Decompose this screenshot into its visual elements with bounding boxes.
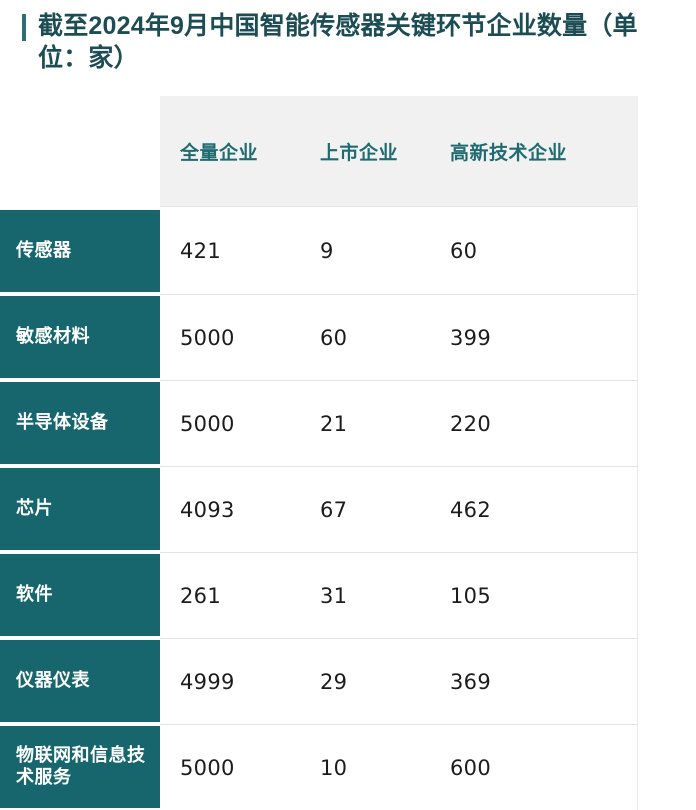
column-header-hightech-enterprises: 高新技术企业 [450, 142, 568, 164]
cell-hightech: 60 [450, 239, 478, 263]
table-row: 仪器仪表 4999 29 369 [0, 638, 696, 724]
row-label-software: 软件 [0, 554, 160, 636]
page-title: 截至2024年9月中国智能传感器关键环节企业数量（单位：家） [0, 0, 696, 96]
cell-hightech: 105 [450, 583, 491, 608]
cell-listed: 60 [320, 325, 348, 350]
cell-hightech: 220 [450, 411, 491, 436]
table-row: 传感器 421 9 60 [0, 208, 696, 294]
cell-listed: 10 [320, 755, 348, 780]
table-row: 半导体设备 5000 21 220 [0, 380, 696, 466]
row-label-iot-it-services: 物联网和信息技术服务 [0, 726, 160, 808]
cell-listed: 21 [320, 411, 348, 436]
row-values: 5000 21 220 [160, 380, 638, 466]
row-label-semiconductor-equipment: 半导体设备 [0, 382, 160, 464]
table-row: 软件 261 31 105 [0, 552, 696, 638]
cell-listed: 29 [320, 669, 348, 694]
cell-hightech: 462 [450, 497, 491, 522]
row-values: 5000 60 399 [160, 294, 638, 380]
row-label-chip: 芯片 [0, 468, 160, 550]
cell-listed: 31 [320, 583, 348, 608]
cell-hightech: 399 [450, 325, 491, 350]
row-values: 261 31 105 [160, 552, 638, 638]
cell-listed: 67 [320, 497, 348, 522]
cell-listed: 9 [320, 239, 334, 263]
cell-hightech: 369 [450, 669, 491, 694]
column-header-listed-enterprises: 上市企业 [320, 142, 399, 164]
cell-total: 5000 [180, 325, 235, 350]
cell-total: 5000 [180, 755, 235, 780]
row-label-instruments: 仪器仪表 [0, 640, 160, 722]
cell-total: 5000 [180, 411, 235, 436]
row-label-sensor: 传感器 [0, 210, 160, 292]
cell-total: 261 [180, 583, 221, 608]
table-header-row: 全量企业 上市企业 高新技术企业 [160, 96, 638, 206]
data-table: 全量企业 上市企业 高新技术企业 传感器 421 9 60 敏感材料 5000 … [0, 96, 696, 810]
page-title-text: 截至2024年9月中国智能传感器关键环节企业数量（单位：家） [38, 12, 638, 72]
cell-hightech: 600 [450, 755, 491, 780]
title-accent-bar [22, 14, 26, 41]
row-values: 4093 67 462 [160, 466, 638, 552]
table-row: 芯片 4093 67 462 [0, 466, 696, 552]
header-separator [160, 206, 638, 207]
cell-total: 421 [180, 239, 221, 263]
table-row: 敏感材料 5000 60 399 [0, 294, 696, 380]
column-header-total-enterprises: 全量企业 [180, 142, 259, 164]
row-values: 421 9 60 [160, 208, 638, 294]
table-body: 传感器 421 9 60 敏感材料 5000 60 399 半导体设备 5000… [0, 208, 696, 810]
row-label-sensitive-material: 敏感材料 [0, 296, 160, 378]
cell-total: 4999 [180, 669, 235, 694]
table-row: 物联网和信息技术服务 5000 10 600 [0, 724, 696, 810]
cell-total: 4093 [180, 497, 235, 522]
row-values: 4999 29 369 [160, 638, 638, 724]
row-values: 5000 10 600 [160, 724, 638, 810]
